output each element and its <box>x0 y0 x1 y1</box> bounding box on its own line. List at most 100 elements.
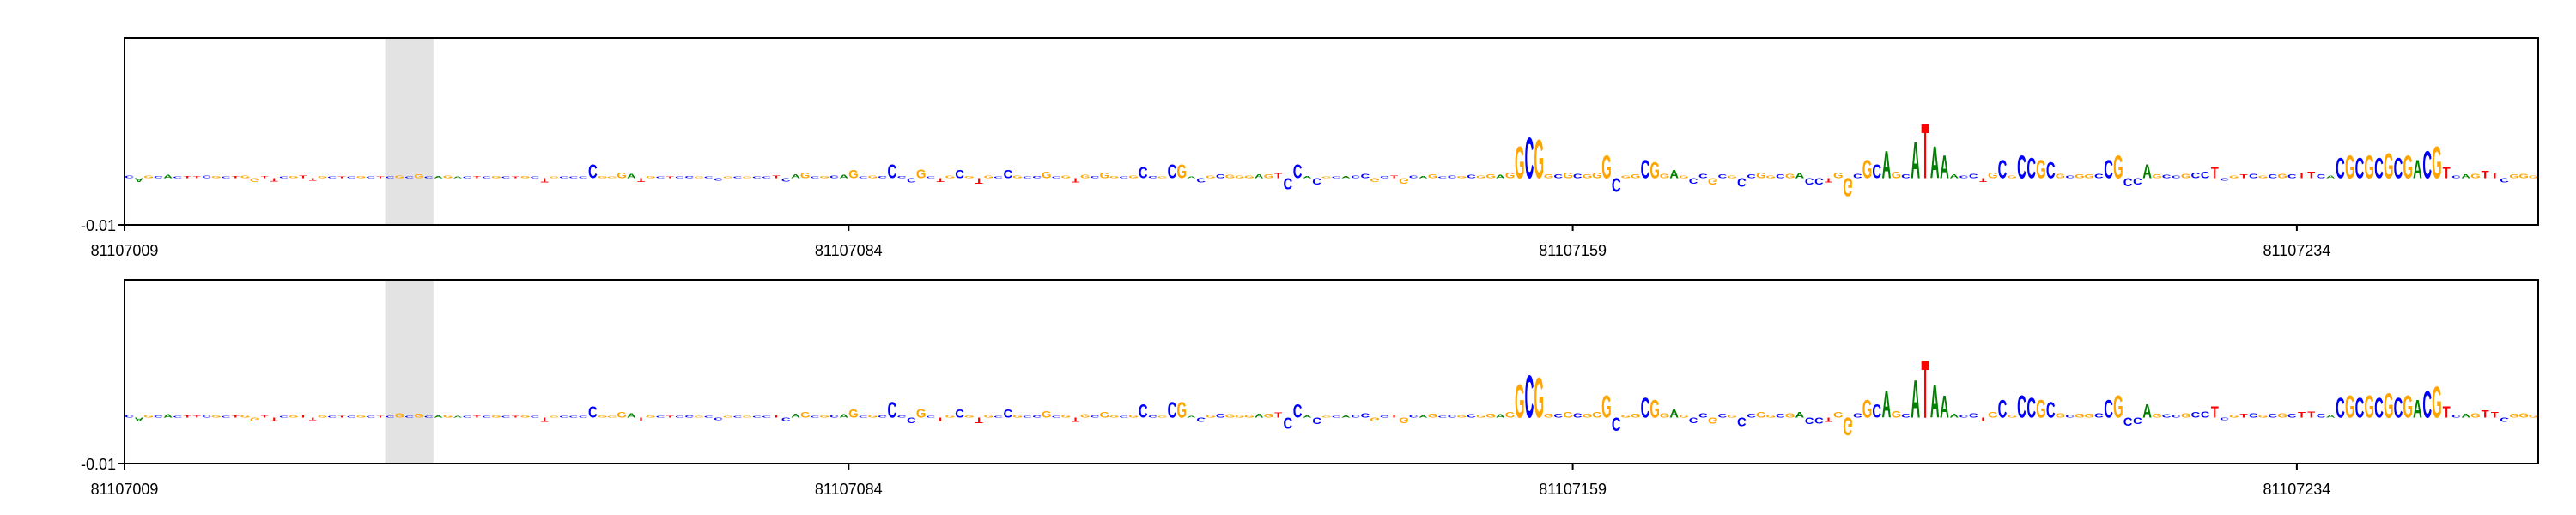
logo-letter: T <box>1390 175 1398 179</box>
logo-letter: G <box>2529 175 2539 179</box>
logo-letter: G <box>491 175 501 179</box>
logo-letter: C <box>684 175 694 179</box>
logo-letter: G <box>289 175 299 179</box>
logo-letter: T <box>2298 410 2306 419</box>
panel-frame <box>124 37 2539 226</box>
logo-letter: T <box>1979 177 1987 182</box>
logo-letter: A <box>163 174 173 179</box>
logo-letter: G <box>2181 412 2191 419</box>
logo-letter: A <box>2461 174 2470 179</box>
logo-letter: C <box>2287 414 2297 419</box>
x-tick-label: 81107234 <box>2263 481 2331 498</box>
logo-letter: G <box>1321 415 1332 418</box>
logo-letter: G <box>1765 175 1776 179</box>
logo-letter: T <box>184 175 192 179</box>
logo-letter: G <box>1727 175 1737 179</box>
logo-letter: G <box>1157 176 1168 179</box>
logo-letter: G <box>1534 129 1544 191</box>
logo-letter: C <box>2268 174 2277 179</box>
logo-letter: G <box>1176 162 1187 184</box>
logo-letter: G <box>1370 416 1380 421</box>
logo-letter: C <box>1332 176 1341 179</box>
logo-letter: C <box>1091 415 1100 418</box>
logo-letter: A <box>1303 175 1312 179</box>
logo-letter: G <box>868 175 878 179</box>
logo-letter: C <box>1032 175 1042 179</box>
logo-letter: G <box>1601 150 1612 186</box>
logo-letter: A <box>1795 171 1804 179</box>
logo-letter: T <box>270 416 278 421</box>
logo-letter: C <box>1573 412 1583 419</box>
logo-letter: C <box>2317 174 2326 179</box>
logo-letter: G <box>318 175 328 179</box>
logo-letter: G <box>1660 173 1670 179</box>
logo-letter: C <box>811 415 820 418</box>
x-tick-label: 81107084 <box>815 242 883 259</box>
logo-letter: G <box>1485 174 1496 179</box>
logo-letter: C <box>1573 173 1583 179</box>
logo-letter: G <box>250 177 260 182</box>
logo-letter: C <box>2268 414 2277 419</box>
logo-letter: A <box>1341 175 1351 179</box>
logo-letter: G <box>1176 398 1187 422</box>
logo-letter: C <box>1641 155 1650 185</box>
logo-letter: G <box>2113 150 2123 186</box>
logo-letter: A <box>2326 415 2336 419</box>
logo-letter: C <box>1901 414 1911 419</box>
logo-letter: C <box>1139 402 1148 423</box>
logo-letter: C <box>897 175 907 179</box>
logo-letter: C <box>897 415 907 418</box>
logo-letter: C <box>888 162 897 184</box>
logo-letter: C <box>878 415 887 418</box>
logo-letter: T <box>512 176 520 179</box>
logo-letter: C <box>424 415 434 418</box>
logo-letter: A <box>1419 175 1428 179</box>
logo-letter: G <box>1244 175 1255 179</box>
logo-letter: C <box>2355 151 2365 185</box>
logo-letter: C <box>907 177 916 184</box>
logo-letter: C <box>1998 155 2008 185</box>
logo-letter: C <box>1351 415 1360 419</box>
logo-letter: T <box>299 415 307 419</box>
logo-letter: G <box>1631 174 1641 179</box>
logo-letter: C <box>2065 175 2075 179</box>
logo-letter: C <box>993 415 1003 418</box>
logo-letter: G <box>1544 413 1554 419</box>
logo-letter: A <box>434 415 443 418</box>
logo-letter: A <box>2413 155 2422 185</box>
logo-letter: G <box>1660 412 1670 419</box>
logo-letter: G <box>1042 409 1052 420</box>
logo-letter: C <box>1284 414 1293 432</box>
logo-letter: G <box>1206 415 1216 419</box>
logo-letter: T <box>772 415 780 419</box>
logo-letter: C <box>501 416 511 419</box>
logo-letter: A <box>1187 415 1196 418</box>
logo-letter: T <box>1072 416 1080 423</box>
logo-letter: G <box>2056 173 2066 179</box>
logo-letter: C <box>2500 416 2509 423</box>
logo-letter: T <box>541 416 550 423</box>
logo-letter: T <box>637 416 645 421</box>
logo-letter: T <box>1072 177 1080 184</box>
logo-letter: A <box>1255 414 1264 419</box>
logo-letter: C <box>404 177 414 179</box>
logo-letter: G <box>2432 378 2442 427</box>
logo-letter: A <box>1669 168 1679 181</box>
logo-letter: G <box>1649 158 1660 184</box>
logo-letter: C <box>2133 176 2142 187</box>
logo-letter: A <box>135 416 144 421</box>
logo-letter: A <box>2142 162 2152 184</box>
logo-letter: G <box>2470 173 2481 179</box>
logo-letter: G <box>2007 415 2017 419</box>
logo-letter: C <box>1525 363 1534 431</box>
logo-letter: C <box>859 176 868 179</box>
logo-letter: C <box>1437 176 1447 179</box>
logo-letter: T <box>2482 169 2490 180</box>
logo-letter: A <box>135 177 144 182</box>
logo-letter: G <box>2345 388 2355 424</box>
logo-letter: G <box>1206 175 1216 179</box>
logo-letter: G <box>1862 395 1873 423</box>
logo-letter: C <box>2336 151 2345 185</box>
logo-letter: G <box>819 415 829 418</box>
